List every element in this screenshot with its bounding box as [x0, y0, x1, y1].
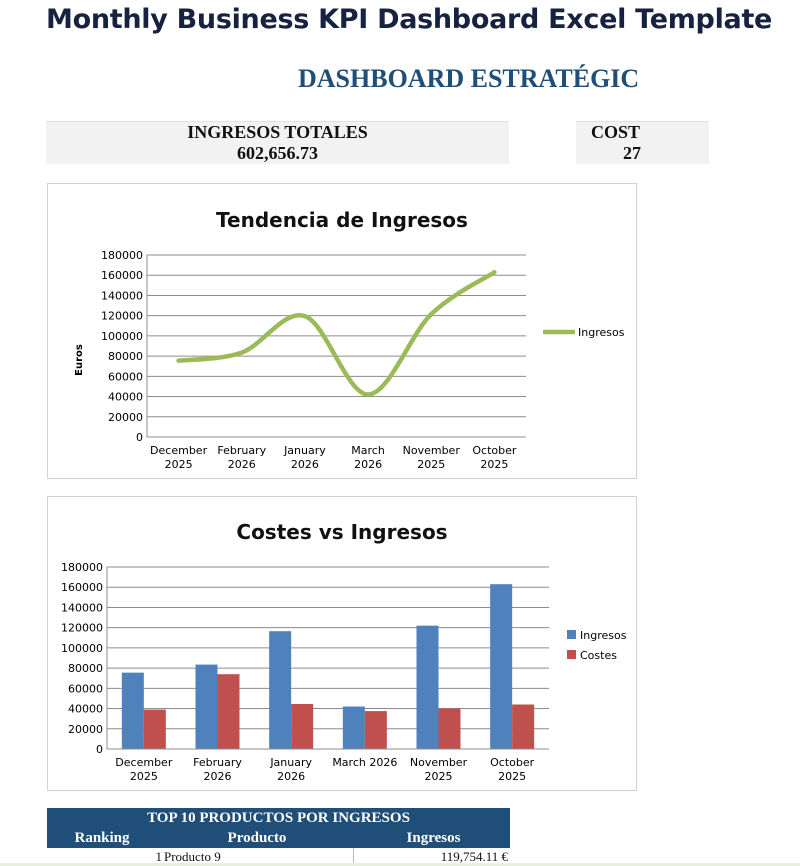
column-header-ranking[interactable]: Ranking	[74, 830, 130, 846]
bar-costes	[438, 708, 461, 749]
cell-ingresos: 119,754.11 €	[440, 849, 508, 864]
x-tick-label: March 2026	[332, 756, 397, 769]
x-tick-label-line: December	[150, 444, 208, 457]
chart-title: Tendencia de Ingresos	[216, 208, 468, 232]
x-tick-label-line: 2025	[165, 458, 193, 471]
x-tick-label: November 2025	[410, 756, 468, 783]
x-tick-label-line: October	[472, 444, 516, 457]
line-chart-panel: Tendencia de Ingresos Euros 0 20000 40000 600…	[47, 183, 637, 479]
x-tick-label-line: 2026	[228, 458, 256, 471]
cell-product: Producto 9	[162, 848, 354, 865]
y-axis-label: Euros	[74, 344, 85, 376]
y-tick-label: 0	[136, 431, 143, 444]
x-tick-label: February 2026	[217, 444, 266, 471]
x-tick-label-line: 2026	[354, 458, 382, 471]
x-tick-label: March 2026	[351, 444, 385, 471]
x-tick-label: January 2026	[269, 756, 312, 783]
page-title: Monthly Business KPI Dashboard Excel Tem…	[46, 4, 773, 35]
y-tick-label: 0	[96, 743, 103, 756]
y-tick-label: 60000	[68, 682, 103, 695]
ingresos-trend-chart: Tendencia de Ingresos Euros 0 20000 40000 600…	[74, 208, 625, 471]
y-tick-label: 120000	[101, 310, 143, 323]
y-tick-label: 120000	[61, 622, 103, 635]
bar-chart-panel: Costes vs Ingresos 0 20000 40000 60000 80000 1…	[47, 496, 637, 791]
costes-vs-ingresos-chart: Costes vs Ingresos 0 20000 40000 60000 80000 1…	[61, 520, 627, 783]
x-tick-label: October 2025	[490, 756, 534, 783]
bar-costes	[291, 704, 314, 749]
bar-ingresos	[269, 631, 292, 749]
chart-title: Costes vs Ingresos	[236, 520, 447, 544]
table-column-headers: Ranking Producto Ingresos	[47, 828, 510, 848]
table-title: TOP 10 PRODUCTOS POR INGRESOS	[147, 810, 410, 826]
bar-ingresos	[490, 584, 513, 749]
kpi-card-costes: COST 27	[576, 121, 709, 164]
bar-ingresos	[195, 664, 218, 749]
x-tick-label: December 2025	[150, 444, 208, 471]
x-tick-label-line: 2025	[498, 770, 526, 783]
x-tick-label-line: 2026	[277, 770, 305, 783]
table-header: TOP 10 PRODUCTOS POR INGRESOS Ranking Pr…	[47, 808, 510, 848]
x-tick-label: November 2025	[403, 444, 461, 471]
bar-ingresos	[342, 706, 365, 749]
bar-costes	[364, 711, 387, 749]
x-tick-label-line: 2025	[425, 770, 453, 783]
legend-swatch-ingresos	[567, 630, 576, 639]
y-tick-label: 60000	[108, 370, 143, 383]
dashboard-title: DASHBOARD ESTRATÉGICO	[298, 64, 638, 93]
column-header-ingresos[interactable]: Ingresos	[406, 830, 461, 846]
bar-ingresos	[416, 625, 439, 749]
x-tick-label: January 2026	[283, 444, 326, 471]
y-tick-label: 20000	[68, 723, 103, 736]
x-tick-label-line: December	[115, 756, 173, 769]
y-tick-label: 160000	[61, 581, 103, 594]
legend-label-costes: Costes	[580, 649, 617, 662]
y-tick-label: 180000	[101, 249, 143, 262]
x-tick-label: February 2026	[193, 756, 242, 783]
bottom-divider	[0, 863, 800, 866]
x-tick-label-line: November	[403, 444, 461, 457]
x-tick-label-line: October	[490, 756, 534, 769]
x-tick-label-line: November	[410, 756, 468, 769]
x-tick-label-line: March	[351, 444, 385, 457]
kpi-value: 27	[623, 143, 641, 163]
y-tick-label: 80000	[108, 350, 143, 363]
y-tick-label: 140000	[61, 601, 103, 614]
x-tick-label-line: January	[269, 756, 312, 769]
y-tick-label: 40000	[68, 703, 103, 716]
x-tick-label-line: 2025	[417, 458, 445, 471]
x-tick-label-line: 2026	[204, 770, 232, 783]
bar-costes	[512, 704, 535, 749]
y-tick-label: 160000	[101, 269, 143, 282]
y-tick-label: 80000	[68, 662, 103, 675]
y-tick-label: 180000	[61, 561, 103, 574]
y-tick-label: 40000	[108, 391, 143, 404]
y-tick-label: 140000	[101, 289, 143, 302]
top-products-table: TOP 10 PRODUCTOS POR INGRESOS Ranking Pr…	[47, 808, 510, 866]
x-tick-label-line: February	[217, 444, 266, 457]
bar-ingresos	[121, 672, 144, 749]
x-tick-label-line: March 2026	[332, 756, 397, 769]
x-tick-label: December 2025	[115, 756, 173, 783]
x-tick-label-line: February	[193, 756, 242, 769]
x-tick-label-line: 2025	[480, 458, 508, 471]
y-tick-label: 100000	[61, 642, 103, 655]
legend-label-ingresos: Ingresos	[578, 326, 625, 339]
kpi-label: INGRESOS TOTALES	[187, 122, 368, 142]
bar-costes	[143, 709, 166, 749]
cell-rank: 1	[155, 849, 163, 864]
kpi-value: 602,656.73	[237, 143, 318, 163]
y-tick-label: 100000	[101, 330, 143, 343]
legend-swatch-costes	[567, 650, 576, 659]
x-tick-label-line: January	[283, 444, 326, 457]
y-tick-label: 20000	[108, 411, 143, 424]
x-tick-label-line: 2025	[130, 770, 158, 783]
x-tick-label: October 2025	[472, 444, 516, 471]
kpi-label: COST	[591, 122, 641, 142]
bar-costes	[217, 674, 240, 749]
column-header-producto[interactable]: Producto	[227, 830, 287, 846]
x-tick-label-line: 2026	[291, 458, 319, 471]
kpi-card-ingresos: INGRESOS TOTALES 602,656.73	[46, 121, 509, 164]
legend-label-ingresos: Ingresos	[580, 629, 627, 642]
